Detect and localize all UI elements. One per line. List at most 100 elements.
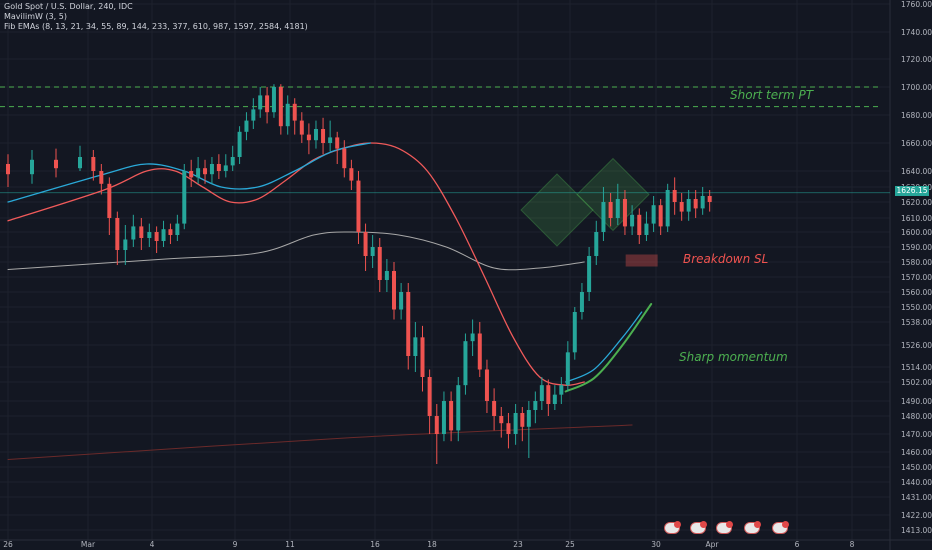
candle-body[interactable] [679, 202, 684, 212]
candle-body[interactable] [78, 157, 82, 169]
candle-body[interactable] [139, 226, 144, 238]
candle-body[interactable] [644, 223, 649, 235]
indicator-fib-emas[interactable]: Fib EMAs (8, 13, 21, 34, 55, 89, 144, 23… [4, 22, 308, 31]
candle-body[interactable] [377, 247, 382, 280]
candle-body[interactable] [456, 385, 461, 431]
candle-body[interactable] [665, 190, 670, 227]
candle-body[interactable] [637, 214, 642, 235]
candle-body[interactable] [265, 95, 270, 113]
candle-body[interactable] [399, 292, 404, 310]
symbol-title[interactable]: Gold Spot / U.S. Dollar, 240, IDC [4, 2, 133, 11]
indicator-mavilimw[interactable]: MavilimW (3, 5) [4, 12, 67, 21]
candle-body[interactable] [147, 232, 152, 238]
candle-body[interactable] [251, 109, 256, 121]
candle-body[interactable] [449, 401, 454, 431]
candle-body[interactable] [384, 271, 389, 280]
candle-body[interactable] [244, 120, 249, 132]
candle-body[interactable] [539, 385, 544, 401]
candle-body[interactable] [349, 168, 354, 181]
candle-body[interactable] [406, 292, 411, 356]
candle-body[interactable] [278, 87, 283, 127]
candle-body[interactable] [651, 205, 656, 224]
candle-body[interactable] [292, 103, 297, 121]
candle-body[interactable] [161, 229, 166, 241]
candle-body[interactable] [693, 199, 698, 209]
candle-body[interactable] [342, 148, 347, 169]
candle-body[interactable] [601, 202, 606, 232]
candle-body[interactable] [533, 401, 538, 410]
candle-body[interactable] [107, 183, 112, 218]
candle-body[interactable] [686, 199, 691, 212]
candle-body[interactable] [700, 196, 705, 209]
candle-body[interactable] [559, 385, 564, 395]
candle-body[interactable] [427, 377, 432, 416]
candle-body[interactable] [552, 394, 557, 404]
candle-body[interactable] [306, 134, 311, 141]
candle-body[interactable] [499, 416, 504, 424]
candle-body[interactable] [434, 416, 439, 434]
candle-body[interactable] [175, 223, 180, 235]
candle-body[interactable] [594, 232, 599, 256]
candle-body[interactable] [131, 226, 136, 240]
candle-body[interactable] [154, 232, 159, 241]
candle-body[interactable] [470, 333, 475, 342]
candle-body[interactable] [658, 205, 663, 227]
candle-body[interactable] [492, 401, 497, 416]
candle-body[interactable] [271, 87, 276, 113]
candle-body[interactable] [216, 164, 221, 171]
candle-body[interactable] [506, 423, 511, 434]
candle-body[interactable] [6, 164, 10, 175]
candle-body[interactable] [608, 202, 613, 218]
candle-body[interactable] [484, 369, 489, 402]
candle-body[interactable] [91, 157, 96, 171]
candle-body[interactable] [285, 103, 290, 127]
candle-body[interactable] [572, 312, 577, 353]
candle-body[interactable] [513, 413, 518, 434]
candle-body[interactable] [587, 256, 592, 292]
candle-body[interactable] [54, 159, 58, 169]
candle-body[interactable] [99, 171, 104, 184]
candle-body[interactable] [230, 157, 235, 166]
candle-body[interactable] [463, 341, 468, 386]
candle-body[interactable] [258, 95, 263, 110]
candle-body[interactable] [370, 247, 375, 256]
candle-body[interactable] [579, 292, 584, 312]
candle-body[interactable] [615, 199, 620, 218]
candle-body[interactable] [441, 401, 446, 434]
economic-event-icon[interactable] [690, 521, 707, 534]
economic-event-icon[interactable] [744, 521, 761, 534]
candle-body[interactable] [115, 218, 120, 250]
candle-body[interactable] [546, 385, 551, 404]
candle-body[interactable] [189, 171, 194, 178]
candle-body[interactable] [237, 131, 242, 157]
candle-body[interactable] [123, 239, 128, 251]
candle-body[interactable] [477, 333, 482, 370]
candle-body[interactable] [30, 159, 34, 175]
economic-event-icon[interactable] [664, 521, 681, 534]
candle-body[interactable] [392, 271, 396, 310]
candle-body[interactable] [321, 129, 326, 143]
candle-body[interactable] [335, 137, 340, 149]
economic-event-icon[interactable] [772, 521, 789, 534]
candle-body[interactable] [299, 120, 304, 135]
candle-body[interactable] [223, 165, 228, 171]
candle-body[interactable] [672, 190, 677, 202]
candle-body[interactable] [209, 164, 214, 175]
candle-body[interactable] [168, 229, 173, 235]
candle-body[interactable] [313, 129, 318, 141]
candle-body[interactable] [622, 199, 627, 227]
candle-body[interactable] [328, 137, 333, 143]
candle-body[interactable] [203, 168, 208, 175]
candle-body[interactable] [182, 171, 187, 224]
candle-body[interactable] [565, 352, 570, 386]
candle-body[interactable] [707, 196, 712, 202]
economic-event-icon[interactable] [716, 521, 733, 534]
candle-body[interactable] [420, 337, 425, 377]
candle-body[interactable] [526, 410, 531, 427]
candle-body[interactable] [196, 168, 201, 178]
candle-body[interactable] [356, 180, 361, 232]
candle-body[interactable] [413, 337, 418, 356]
candle-body[interactable] [630, 214, 635, 227]
candle-body[interactable] [363, 232, 368, 256]
